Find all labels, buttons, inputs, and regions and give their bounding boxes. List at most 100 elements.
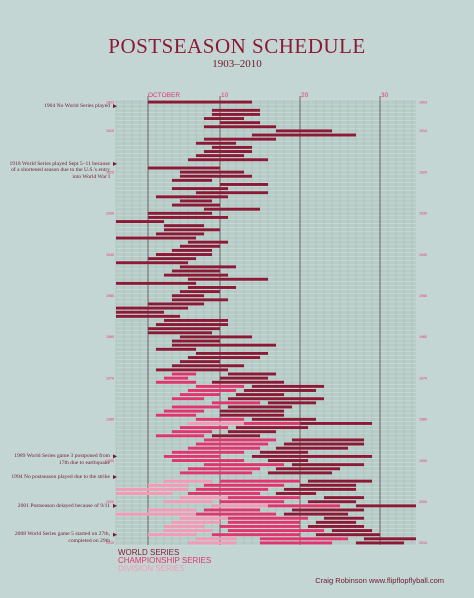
world-series-mark <box>284 487 356 491</box>
x-axis-label: OCTOBER <box>148 92 180 99</box>
world-series-mark <box>188 286 236 289</box>
world-series-mark <box>300 421 372 425</box>
championship-series-mark <box>180 426 228 430</box>
world-series-mark <box>356 504 416 508</box>
year-label-left: 1990 <box>106 459 114 463</box>
year-label-right: 1910 <box>419 129 427 133</box>
world-series-mark <box>276 467 340 471</box>
world-series-mark <box>204 137 276 141</box>
world-series-mark <box>268 459 308 462</box>
world-series-mark <box>180 335 252 339</box>
world-series-mark <box>164 273 228 277</box>
championship-series-mark <box>204 483 284 487</box>
world-series-mark <box>156 232 204 236</box>
annotation-2008: 2008 World Series game 5 started on 27th… <box>14 531 110 544</box>
world-series-mark <box>148 302 204 306</box>
world-series-mark <box>308 524 364 528</box>
championship-series-mark <box>172 459 244 462</box>
world-series-mark <box>212 434 260 438</box>
annotation-1989: 1989 World Series game 3 postponed from … <box>14 453 110 466</box>
world-series-mark <box>324 496 364 500</box>
division-series-mark <box>148 508 196 512</box>
world-series-mark <box>276 446 348 450</box>
championship-series-mark <box>204 438 276 442</box>
world-series-mark <box>316 520 356 524</box>
championship-series-mark <box>188 467 260 471</box>
championship-series-mark <box>172 430 212 434</box>
legend-championship-series: CHAMPIONSHIP SERIES <box>118 556 212 565</box>
world-series-mark <box>204 125 276 129</box>
world-series-mark <box>228 372 276 376</box>
world-series-mark <box>180 199 212 203</box>
world-series-mark <box>196 141 236 145</box>
championship-series-mark <box>228 516 308 520</box>
year-label-left: 1960 <box>106 335 114 339</box>
world-series-mark <box>156 368 228 372</box>
championship-series-mark <box>228 520 300 524</box>
world-series-mark <box>196 154 244 158</box>
year-label-left: 1903 <box>106 100 114 104</box>
chart-marks <box>116 100 416 545</box>
legend-division-series: DIVISION SERIES <box>118 564 185 573</box>
championship-series-mark <box>268 504 340 508</box>
world-series-mark <box>156 323 228 327</box>
world-series-mark <box>172 269 220 273</box>
championship-series-mark <box>180 471 252 475</box>
world-series-mark <box>180 290 220 294</box>
championship-series-mark <box>204 508 260 512</box>
world-series-mark <box>212 380 284 384</box>
championship-series-mark <box>156 413 196 417</box>
world-series-mark <box>308 479 372 483</box>
world-series-mark <box>252 384 324 388</box>
world-series-mark <box>356 541 404 545</box>
world-series-mark <box>252 133 356 137</box>
annotation-1994: 1994 No postseason played due to the str… <box>11 473 110 480</box>
page-subtitle: 1903–2010 <box>212 58 262 70</box>
world-series-mark <box>172 187 228 191</box>
division-series-mark <box>196 537 236 541</box>
year-label-left: 1920 <box>106 170 114 174</box>
world-series-mark <box>292 438 364 442</box>
world-series-mark <box>172 339 220 343</box>
championship-series-mark <box>164 454 220 458</box>
championship-series-mark <box>228 496 300 500</box>
championship-series-mark <box>172 372 196 376</box>
division-series-mark <box>164 524 204 528</box>
division-series-mark <box>172 520 220 524</box>
world-series-mark <box>324 516 364 520</box>
annotation-arrow <box>113 104 117 109</box>
world-series-mark <box>172 203 220 207</box>
world-series-mark <box>212 112 260 116</box>
division-series-mark <box>164 500 212 504</box>
x-tick-label: 10 <box>221 92 229 99</box>
world-series-mark <box>172 178 212 182</box>
championship-series-mark <box>188 492 260 495</box>
world-series-mark <box>148 166 220 170</box>
world-series-mark <box>116 236 196 240</box>
world-series-mark <box>116 306 188 310</box>
world-series-mark <box>300 483 356 487</box>
world-series-mark <box>252 417 316 421</box>
annotation-arrow <box>113 161 117 166</box>
championship-series-mark <box>172 405 220 409</box>
championship-series-mark <box>188 389 236 392</box>
world-series-mark <box>180 170 244 174</box>
year-label-right: 1980 <box>419 418 427 422</box>
world-series-mark <box>148 327 220 331</box>
division-series-mark <box>164 479 212 483</box>
world-series-mark <box>148 211 212 215</box>
division-series-mark <box>212 504 268 508</box>
world-series-mark <box>156 253 212 256</box>
annotation-arrow <box>113 454 117 459</box>
world-series-mark <box>188 240 228 244</box>
division-series-mark <box>148 533 196 537</box>
x-tick-label: 20 <box>301 92 309 99</box>
world-series-mark <box>220 376 268 380</box>
page-title: POSTSEASON SCHEDULE <box>108 34 366 58</box>
legend-world-series: WORLD SERIES <box>118 548 180 557</box>
annotation-arrow <box>113 532 117 537</box>
division-series-mark <box>180 516 228 520</box>
world-series-mark <box>156 347 196 351</box>
world-series-mark <box>228 430 276 434</box>
year-label-right: 1920 <box>419 170 427 174</box>
